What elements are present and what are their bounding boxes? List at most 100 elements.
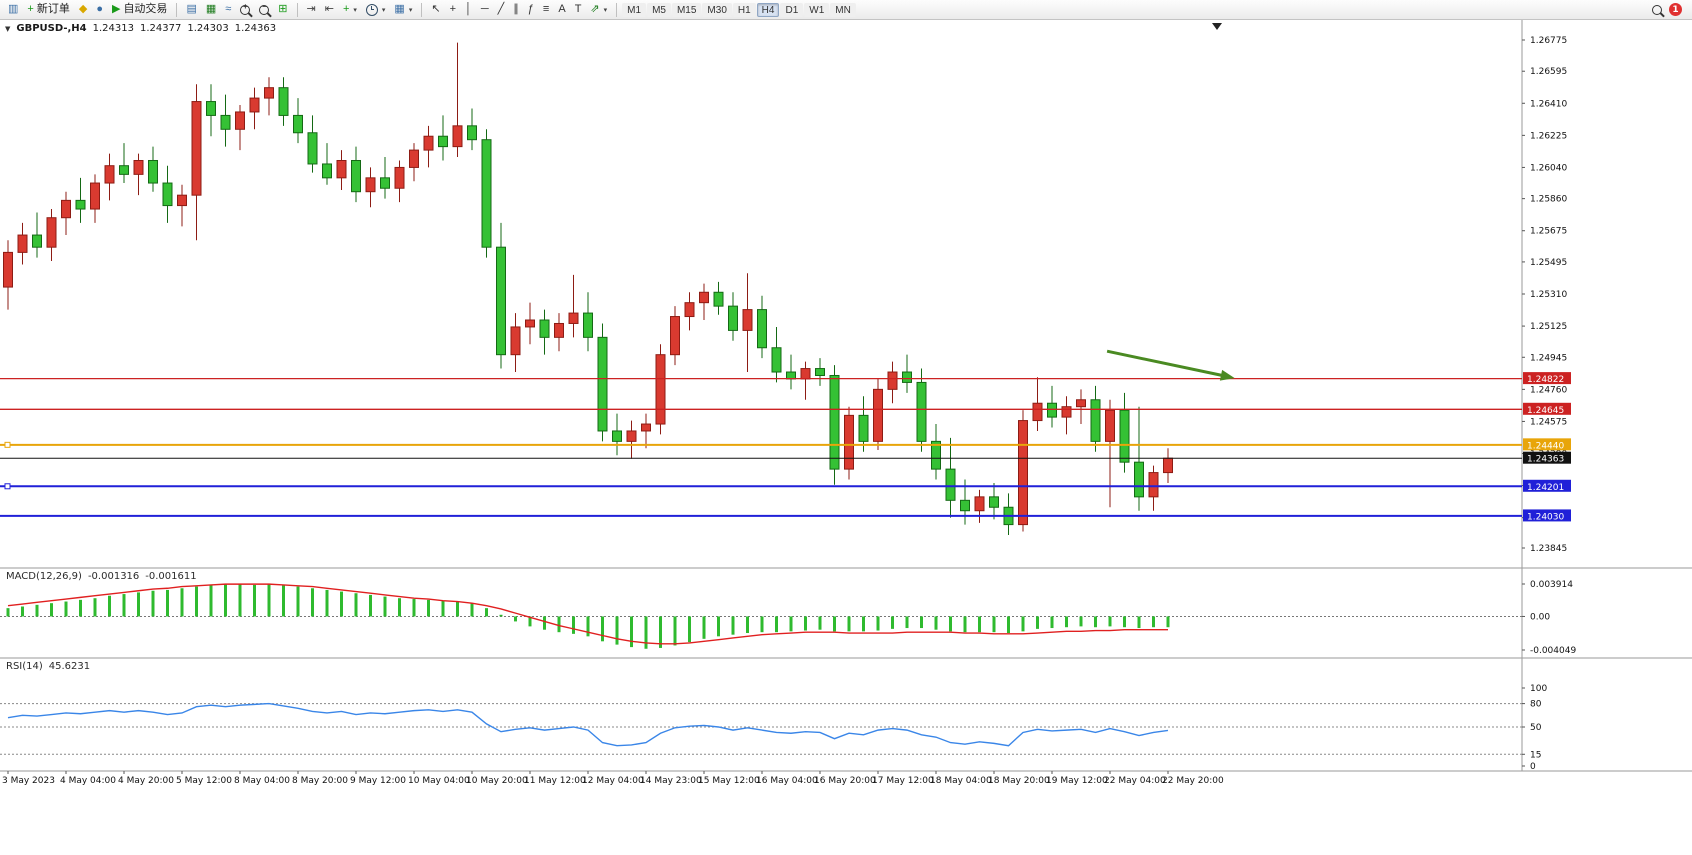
svg-text:1.26595: 1.26595 — [1530, 67, 1567, 77]
candle-body — [786, 371, 796, 380]
timeframe-button-h4[interactable]: H4 — [756, 2, 780, 17]
timeframe-button-w1[interactable]: W1 — [804, 2, 830, 17]
svg-text:1.26775: 1.26775 — [1530, 36, 1567, 46]
svg-text:1.25860: 1.25860 — [1530, 195, 1567, 205]
candle-body — [641, 423, 651, 432]
timeframe-button-m30[interactable]: M30 — [702, 2, 732, 17]
dropdown-caret-icon: ▾ — [408, 6, 413, 14]
line-handle[interactable] — [4, 483, 11, 490]
timeframe-button-m5[interactable]: M5 — [647, 2, 671, 17]
metaeditor-icon[interactable]: ◆ — [75, 2, 91, 18]
channel-icon[interactable]: ∥ — [509, 2, 523, 18]
zoom-in-icon[interactable]: + — [236, 2, 254, 18]
candle-body — [974, 496, 985, 512]
svg-text:50: 50 — [1530, 723, 1542, 733]
scroll-to-end-marker-icon[interactable] — [1212, 23, 1222, 30]
autotrading-button[interactable]: ▶ 自动交易 — [108, 2, 171, 18]
candle-body — [815, 368, 825, 376]
refresh-icon[interactable]: ● — [92, 2, 107, 18]
candle-body — [960, 499, 970, 512]
svg-text:1.24363: 1.24363 — [1527, 455, 1564, 465]
svg-text:9 May 12:00: 9 May 12:00 — [350, 776, 406, 786]
bar-chart-mode-icon[interactable]: ▤ — [182, 2, 200, 18]
macd-axis-labels: 0.003914 0.00 -0.004049 — [1522, 580, 1576, 656]
rsi-title: RSI(14) — [6, 661, 43, 672]
candle-body — [583, 312, 593, 338]
toolbar-separator — [176, 2, 178, 17]
new-chart-icon[interactable]: ▥ — [4, 2, 22, 18]
candle-body — [844, 414, 854, 470]
objects-icon[interactable]: ≡ — [539, 2, 553, 18]
svg-text:22 May 20:00: 22 May 20:00 — [1162, 776, 1224, 786]
candle-body — [728, 305, 738, 331]
candle-body — [307, 132, 318, 165]
candle-chart-mode-icon[interactable]: ▦ — [202, 2, 220, 18]
svg-text:1.24760: 1.24760 — [1530, 385, 1567, 395]
svg-text:3 May 2023: 3 May 2023 — [2, 776, 55, 786]
candle-body — [626, 430, 637, 442]
macd-label: MACD(12,26,9) -0.001316 -0.001611 — [6, 571, 197, 582]
candle-body — [670, 316, 680, 356]
candle-body — [220, 114, 231, 130]
macd-title: MACD(12,26,9) — [6, 571, 82, 582]
svg-text:0: 0 — [1530, 762, 1536, 772]
timeframe-button-d1[interactable]: D1 — [780, 2, 804, 17]
toolbar-separator — [421, 2, 423, 17]
vertical-line-icon[interactable]: │ — [461, 2, 476, 18]
arrows-icon[interactable]: ⇗ ▾ — [586, 2, 611, 18]
horizontal-line-icon[interactable]: ─ — [477, 2, 493, 18]
candle-body — [945, 468, 956, 501]
svg-text:16 May 20:00: 16 May 20:00 — [814, 776, 876, 786]
svg-text:1.25495: 1.25495 — [1530, 258, 1567, 268]
candle-body — [1119, 409, 1130, 463]
cursor-icon[interactable]: ↖ — [427, 2, 444, 18]
fibonacci-icon[interactable]: ƒ — [524, 2, 538, 18]
new-order-button[interactable]: + 新订单 — [23, 2, 73, 18]
toolbar-separator — [296, 2, 298, 17]
tile-windows-icon[interactable]: ⊞ — [274, 2, 291, 18]
search-icon[interactable] — [1652, 4, 1662, 15]
notification-badge[interactable]: 1 — [1669, 3, 1682, 16]
candle-body — [438, 135, 448, 148]
trendline-icon[interactable]: ╱ — [494, 2, 509, 18]
expand-quote-icon[interactable]: ▼ — [5, 25, 11, 33]
text-icon[interactable]: A — [554, 2, 569, 18]
price-badge — [1523, 372, 1571, 385]
crosshair-icon[interactable]: + — [446, 2, 460, 18]
candle-body — [829, 374, 840, 470]
svg-text:1.24575: 1.24575 — [1530, 417, 1567, 427]
timeframe-button-mn[interactable]: MN — [830, 2, 856, 17]
timeframe-button-m15[interactable]: M15 — [671, 2, 702, 17]
candle-body — [394, 166, 405, 189]
trend-arrow[interactable] — [1106, 349, 1235, 381]
svg-text:1.24030: 1.24030 — [1527, 512, 1564, 522]
timeframe-button-m1[interactable]: M1 — [622, 2, 647, 17]
line-handle[interactable] — [4, 441, 11, 448]
line-chart-mode-icon[interactable]: ≈ — [221, 2, 235, 18]
chart-shift-icon[interactable]: ⇤ — [321, 2, 338, 18]
indicators-icon[interactable]: + ▾ — [339, 2, 361, 18]
macd-signal-line — [7, 583, 1168, 645]
rsi-value: 45.6231 — [48, 661, 91, 672]
text-label-icon[interactable]: T — [571, 2, 586, 18]
svg-text:10 May 20:00: 10 May 20:00 — [466, 776, 528, 786]
svg-text:22 May 04:00: 22 May 04:00 — [1104, 776, 1166, 786]
candle-body — [162, 182, 173, 207]
quote-high: 1.24377 — [140, 23, 182, 34]
svg-text:1.24822: 1.24822 — [1527, 375, 1564, 385]
templates-icon[interactable]: ▦ ▾ — [390, 2, 416, 18]
candle-body — [568, 312, 579, 324]
periods-icon[interactable]: ▾ — [362, 2, 390, 18]
candle-body — [873, 388, 883, 442]
auto-scroll-icon[interactable]: ⇥ — [303, 2, 320, 18]
candle-body — [699, 291, 709, 304]
candle-body — [1163, 457, 1173, 474]
zoom-out-icon[interactable]: − — [255, 2, 273, 18]
candle-body — [264, 87, 274, 99]
timeframe-button-h1[interactable]: H1 — [732, 2, 756, 17]
candle-body — [931, 440, 941, 470]
candle-body — [684, 302, 695, 318]
svg-text:16 May 04:00: 16 May 04:00 — [756, 776, 818, 786]
clock-icon — [365, 3, 378, 16]
